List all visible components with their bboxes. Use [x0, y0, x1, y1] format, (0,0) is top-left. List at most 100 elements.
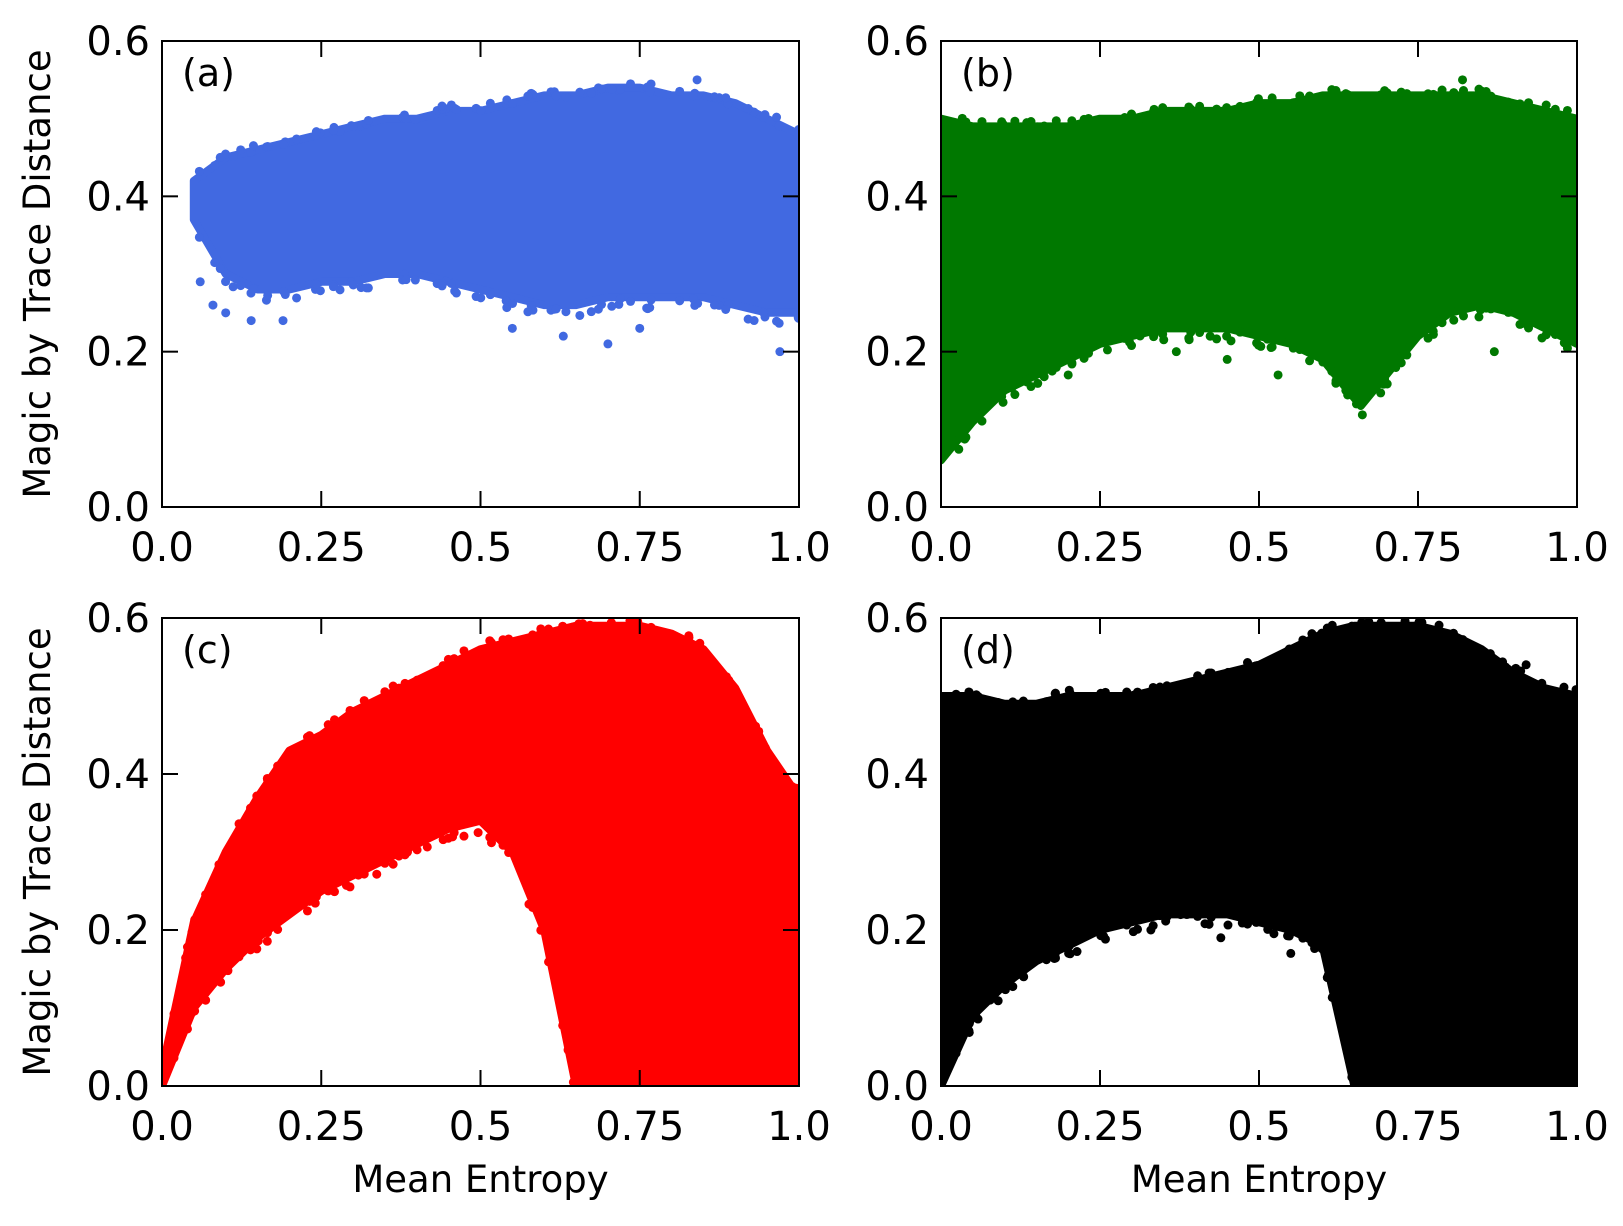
data-point: [528, 630, 538, 640]
scatter-cloud-c: [162, 618, 799, 1086]
data-point: [1148, 682, 1158, 692]
data-point: [1051, 116, 1061, 126]
data-point: [1155, 911, 1165, 921]
data-point: [1524, 98, 1534, 108]
data-point: [1256, 341, 1266, 351]
x-tick-label: 1.0: [1545, 525, 1609, 571]
data-point: [345, 705, 355, 715]
data-point: [1347, 1072, 1357, 1082]
data-point: [215, 264, 225, 274]
point-cloud-a: [189, 83, 799, 317]
x-tick-label: 0.0: [909, 525, 973, 571]
data-point: [1382, 379, 1392, 389]
data-point: [721, 93, 731, 103]
data-point: [643, 304, 653, 314]
data-point: [626, 296, 636, 306]
data-point: [1323, 630, 1333, 640]
data-point: [234, 819, 244, 829]
data-point: [359, 696, 369, 706]
data-point: [246, 803, 256, 813]
data-point: [1524, 323, 1534, 333]
data-point: [1307, 938, 1317, 948]
outlier-point: [1286, 948, 1296, 958]
data-point: [751, 721, 761, 731]
data-point: [328, 282, 338, 292]
data-point: [706, 656, 716, 666]
data-point: [769, 759, 779, 769]
data-point: [973, 1014, 983, 1024]
data-point: [1050, 688, 1060, 698]
data-point: [1235, 101, 1245, 111]
data-point: [201, 995, 211, 1005]
data-point: [1205, 331, 1215, 341]
data-point: [774, 121, 784, 131]
outlier-point: [208, 300, 218, 310]
data-point: [292, 293, 302, 303]
data-point: [1237, 665, 1247, 675]
x-tick-label: 0.0: [130, 525, 194, 571]
outlier-point: [1019, 972, 1029, 982]
data-point: [345, 882, 355, 892]
data-point: [1322, 973, 1332, 983]
data-point: [1449, 315, 1459, 325]
x-tick-label: 0.75: [595, 525, 684, 571]
data-point: [1251, 661, 1261, 671]
data-point: [1376, 388, 1386, 398]
outlier-point: [1146, 925, 1156, 935]
data-point: [1065, 688, 1075, 698]
data-point: [169, 1053, 179, 1063]
data-point: [359, 869, 369, 879]
data-point: [1047, 124, 1057, 134]
data-point: [341, 713, 351, 723]
data-point: [997, 391, 1007, 401]
x-axis-label: Mean Entropy: [352, 1158, 608, 1201]
panel-label: (b): [961, 51, 1015, 95]
data-point: [1477, 304, 1487, 314]
data-point: [234, 952, 244, 962]
x-tick-label: 0.0: [130, 1104, 194, 1150]
data-point: [1541, 330, 1551, 340]
data-point: [1537, 678, 1547, 688]
data-point: [310, 898, 320, 908]
data-point: [1515, 99, 1525, 109]
data-point: [600, 623, 610, 633]
data-point: [292, 134, 302, 144]
data-point: [473, 648, 483, 658]
data-point: [1327, 992, 1337, 1002]
data-point: [1026, 117, 1036, 127]
y-tick-label: 0.6: [86, 596, 150, 642]
data-point: [400, 678, 410, 688]
data-point: [422, 672, 432, 682]
data-point: [1295, 345, 1305, 355]
data-point: [190, 915, 200, 925]
data-point: [1396, 87, 1406, 97]
outlier-point: [221, 308, 231, 318]
data-point: [1102, 115, 1112, 125]
data-point: [438, 661, 448, 671]
data-point: [1084, 348, 1094, 358]
outlier-point: [246, 316, 256, 326]
data-point: [1039, 372, 1049, 382]
data-point: [1133, 924, 1143, 934]
data-point: [1072, 693, 1082, 703]
data-point: [236, 281, 246, 291]
data-point: [228, 152, 238, 162]
point-cloud-c: [162, 621, 799, 1086]
data-point: [1449, 628, 1459, 638]
panel-c: 0.0 0.25 0.5 0.75 1.0 0.0 0.2 0.4 0.6 (c) Mean Ent…: [16, 596, 831, 1201]
data-point: [412, 845, 422, 855]
data-point: [263, 928, 273, 938]
data-point: [646, 295, 656, 305]
data-point: [323, 886, 333, 896]
data-point: [328, 125, 338, 135]
y-tick-label: 0.2: [86, 908, 150, 954]
outlier-point: [635, 323, 645, 333]
data-point: [236, 145, 246, 155]
data-point: [1550, 329, 1560, 339]
data-point: [523, 91, 533, 101]
data-point: [201, 890, 211, 900]
data-point: [1498, 657, 1508, 667]
scatter-cloud-b: [941, 75, 1577, 465]
data-point: [1331, 86, 1341, 96]
data-point: [363, 115, 373, 125]
